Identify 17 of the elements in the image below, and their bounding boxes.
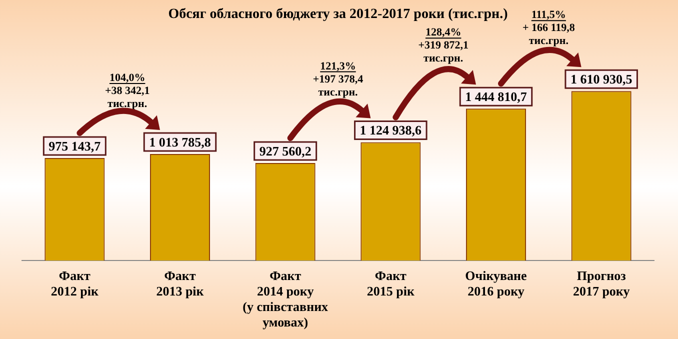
x-tick-label: Прогноз 2017 року: [572, 268, 630, 298]
x-tick-label: Факт 2014 року (у співставних умовах): [242, 268, 329, 330]
x-tick-label: Очікуване 2016 року: [465, 268, 528, 298]
data-label: 927 560,2: [259, 143, 312, 158]
x-tick-label: Факт 2013 рік: [156, 268, 204, 298]
x-tick-label: Факт 2015 рік: [366, 268, 415, 298]
data-label: 975 143,7: [48, 138, 102, 154]
data-label: 1 444 810,7: [465, 89, 528, 104]
annotation: 121,3% +197 378,4 тис.грн.: [312, 60, 364, 98]
annotation: 104,0% +38 342,1 тис.грн.: [104, 72, 150, 110]
text: 111,5% + 166 119,8 тис.грн.: [522, 9, 576, 48]
chart-title: Обсяг обласного бюджету за 2012-2017 роки (тис.грн.): [168, 7, 508, 22]
x-tick-label: Факт 2012 рік: [50, 268, 99, 298]
text: 128,4% +319 872,1 тис.грн.: [418, 26, 468, 65]
data-label: 1 610 930,5: [570, 72, 633, 87]
data-label: 1 124 938,6: [360, 122, 422, 138]
data-label: 1 013 785,8: [149, 134, 212, 150]
